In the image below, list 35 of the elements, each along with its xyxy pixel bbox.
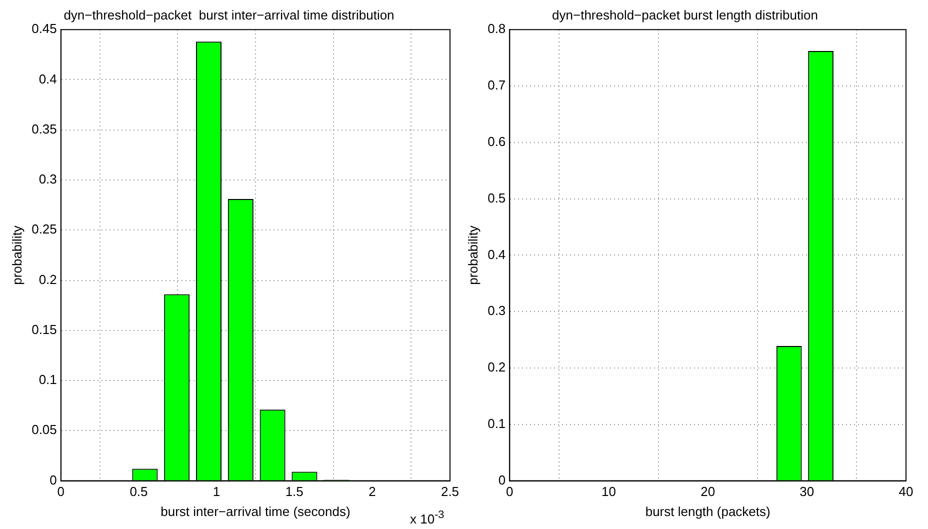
chart-title: dyn−threshold−packet burst inter−arrival time distribution — [64, 7, 394, 22]
chart-title: dyn−threshold−packet burst length distribution — [552, 7, 818, 22]
x-tick-label: 1 — [212, 484, 220, 500]
x-tick-label: 1.5 — [285, 484, 304, 500]
y-axis-title: probability — [465, 225, 480, 285]
y-tick-label: 0.45 — [32, 21, 57, 36]
y-tick-label: 0 — [50, 472, 57, 488]
x-tick-label: 10 — [602, 484, 616, 500]
y-tick-label: 0.35 — [32, 121, 57, 136]
y-tick-label: 0.6 — [488, 134, 506, 149]
y-tick-label: 0.4 — [38, 71, 57, 86]
y-tick-label: 0.8 — [488, 21, 506, 36]
y-tick-label: 0.15 — [32, 322, 57, 337]
y-tick-label: 0.2 — [488, 360, 506, 375]
y-tick-label: 0.3 — [488, 303, 506, 318]
y-tick-label: 0.25 — [32, 222, 57, 237]
x-tick-label: 0.5 — [130, 484, 148, 500]
x-axis-title: burst inter−arrival time (seconds) — [160, 504, 350, 519]
y-tick-label: 0 — [498, 472, 506, 488]
y-tick-label: 0.7 — [488, 78, 506, 93]
y-tick-label: 0.3 — [38, 172, 57, 187]
x-tick-label: 30 — [800, 484, 814, 500]
y-tick-label: 0.1 — [38, 372, 57, 388]
y-tick-label: 0.2 — [38, 272, 57, 287]
x-tick-label: 2.5 — [440, 484, 460, 500]
y-axis-title: probability — [9, 225, 24, 285]
y-tick-label: 0.05 — [32, 422, 57, 438]
y-tick-label: 0.1 — [488, 416, 506, 431]
x-tick-label: 20 — [700, 484, 716, 500]
y-tick-label: 0.4 — [488, 246, 506, 262]
x-axis-title: burst length (packets) — [645, 504, 770, 519]
y-tick-label: 0.5 — [488, 190, 506, 206]
text: x 10$^{-3}$ — [410, 508, 444, 526]
x-tick-label: 40 — [898, 484, 914, 500]
x-tick-label: 2 — [368, 484, 376, 500]
